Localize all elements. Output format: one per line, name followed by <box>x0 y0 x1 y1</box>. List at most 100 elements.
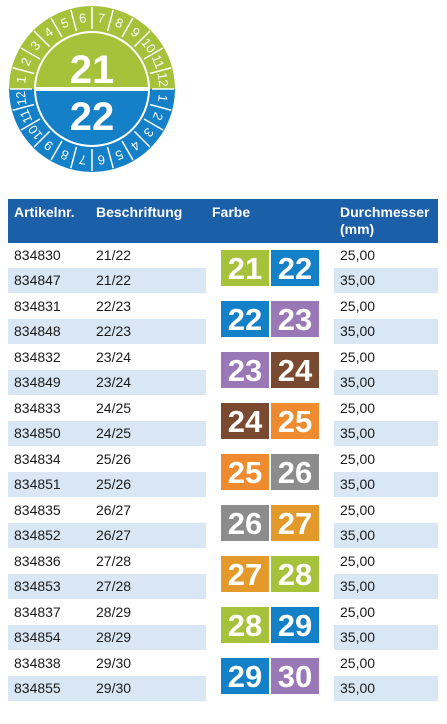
cell-artikelnr: 834850 <box>8 421 90 447</box>
cell-durchmesser: 25,00 <box>334 599 438 625</box>
cell-farbe: 25 26 <box>206 446 334 498</box>
cell-artikelnr: 834837 <box>8 599 90 625</box>
cell-beschriftung: 21/22 <box>90 243 206 268</box>
color-swatch: 25 26 <box>221 454 319 490</box>
cell-durchmesser: 25,00 <box>334 446 438 472</box>
cell-beschriftung: 23/24 <box>90 344 206 370</box>
cell-farbe: 22 23 <box>206 293 334 345</box>
swatch-year-a: 26 <box>221 505 269 541</box>
table-row: 834847 21/22 35,00 <box>8 268 438 294</box>
cell-artikelnr: 834849 <box>8 370 90 396</box>
cell-artikelnr: 834830 <box>8 243 90 268</box>
swatch-year-a: 27 <box>221 556 269 592</box>
header-farbe: Farbe <box>206 199 334 243</box>
cell-artikelnr: 834834 <box>8 446 90 472</box>
cell-beschriftung: 27/28 <box>90 548 206 574</box>
cell-artikelnr: 834835 <box>8 497 90 523</box>
swatch-year-a: 23 <box>221 352 269 388</box>
cell-durchmesser: 35,00 <box>334 523 438 549</box>
cell-artikelnr: 834855 <box>8 676 90 702</box>
cell-beschriftung: 25/26 <box>90 446 206 472</box>
cell-durchmesser: 25,00 <box>334 395 438 421</box>
cell-artikelnr: 834851 <box>8 472 90 498</box>
color-swatch: 21 22 <box>221 250 319 287</box>
swatch-year-b: 24 <box>271 352 319 388</box>
cell-durchmesser: 35,00 <box>334 625 438 651</box>
table-row: 834851 25/26 35,00 <box>8 472 438 498</box>
color-swatch: 26 27 <box>221 505 319 541</box>
swatch-year-a: 25 <box>221 454 269 490</box>
cell-beschriftung: 29/30 <box>90 676 206 702</box>
cell-beschriftung: 26/27 <box>90 497 206 523</box>
seal-month-top: 1 <box>13 75 29 84</box>
color-swatch: 27 28 <box>221 556 319 592</box>
table-row: 834852 26/27 35,00 <box>8 523 438 549</box>
cell-farbe: 24 25 <box>206 395 334 447</box>
seal-top-year: 21 <box>70 48 115 92</box>
swatch-year-b: 29 <box>271 607 319 643</box>
cell-beschriftung: 24/25 <box>90 421 206 447</box>
table-row: 834836 27/28 27 28 25,00 <box>8 548 438 600</box>
cell-durchmesser: 35,00 <box>334 421 438 447</box>
seal-month-bottom: 11 <box>16 107 35 125</box>
table-row: 834854 28/29 35,00 <box>8 625 438 651</box>
cell-durchmesser: 25,00 <box>334 497 438 523</box>
cell-durchmesser: 25,00 <box>334 243 438 268</box>
cell-durchmesser: 35,00 <box>334 574 438 600</box>
cell-artikelnr: 834838 <box>8 650 90 676</box>
table-row: 834830 21/22 21 22 25,00 <box>8 243 438 294</box>
seal-month-top: 6 <box>78 10 87 26</box>
cell-beschriftung: 29/30 <box>90 650 206 676</box>
seal-month-bottom: 6 <box>97 152 106 168</box>
cell-farbe: 21 22 <box>206 243 334 294</box>
cell-farbe: 28 29 <box>206 599 334 651</box>
cell-farbe: 26 27 <box>206 497 334 549</box>
cell-durchmesser: 25,00 <box>334 650 438 676</box>
cell-artikelnr: 834836 <box>8 548 90 574</box>
table-row: 834853 27/28 35,00 <box>8 574 438 600</box>
seal-month-top: 11 <box>149 53 168 71</box>
seal-bottom-year: 22 <box>70 95 115 139</box>
swatch-year-b: 23 <box>271 301 319 337</box>
cell-artikelnr: 834831 <box>8 293 90 319</box>
cell-artikelnr: 834832 <box>8 344 90 370</box>
cell-farbe: 23 24 <box>206 344 334 396</box>
cell-beschriftung: 27/28 <box>90 574 206 600</box>
cell-artikelnr: 834848 <box>8 319 90 345</box>
table-row: 834838 29/30 29 30 25,00 <box>8 650 438 702</box>
swatch-year-a: 22 <box>221 301 269 337</box>
swatch-year-b: 26 <box>271 454 319 490</box>
swatch-year-b: 25 <box>271 403 319 439</box>
cell-beschriftung: 22/23 <box>90 319 206 345</box>
color-swatch: 29 30 <box>221 658 319 694</box>
swatch-year-a: 29 <box>221 658 269 694</box>
header-durchmesser: Durchmesser (mm) <box>334 199 438 243</box>
table-row: 834855 29/30 35,00 <box>8 676 438 702</box>
table-row: 834831 22/23 22 23 25,00 <box>8 293 438 345</box>
cell-durchmesser: 35,00 <box>334 319 438 345</box>
swatch-year-a: 24 <box>221 403 269 439</box>
color-swatch: 28 29 <box>221 607 319 643</box>
cell-artikelnr: 834853 <box>8 574 90 600</box>
seal-month-bottom: 10 <box>25 122 46 143</box>
cell-beschriftung: 26/27 <box>90 523 206 549</box>
cell-artikelnr: 834852 <box>8 523 90 549</box>
cell-artikelnr: 834833 <box>8 395 90 421</box>
header-beschriftung: Beschriftung <box>90 199 206 243</box>
swatch-year-a: 28 <box>221 607 269 643</box>
cell-durchmesser: 35,00 <box>334 676 438 702</box>
cell-beschriftung: 25/26 <box>90 472 206 498</box>
table-row: 834834 25/26 25 26 25,00 <box>8 446 438 498</box>
cell-artikelnr: 834847 <box>8 268 90 294</box>
swatch-year-a: 21 <box>221 250 269 287</box>
swatch-year-b: 27 <box>271 505 319 541</box>
cell-artikelnr: 834854 <box>8 625 90 651</box>
cell-farbe: 29 30 <box>206 650 334 702</box>
cell-durchmesser: 35,00 <box>334 370 438 396</box>
swatch-year-b: 28 <box>271 556 319 592</box>
seal-month-bottom: 1 <box>155 94 171 103</box>
cell-durchmesser: 25,00 <box>334 293 438 319</box>
color-swatch: 22 23 <box>221 301 319 337</box>
table-header: Artikelnr. Beschriftung Farbe Durchmesse… <box>8 199 438 243</box>
